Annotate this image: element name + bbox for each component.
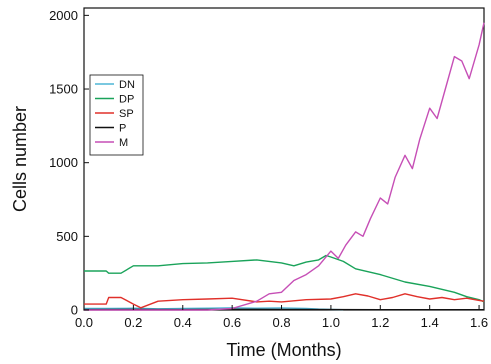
series-line-m [84,22,485,311]
y-tick-label: 500 [56,229,78,244]
plot-area-background [83,7,485,311]
x-axis: 0.0 0.2 0.4 0.6 0.8 1.0 1.2 1.4 1.6 [75,305,488,330]
x-tick-label: 1.2 [371,315,389,330]
series-layer [83,22,485,311]
y-axis: 0 500 1000 1500 2000 [49,8,89,318]
legend-box [89,74,144,156]
x-tick-label: 0.2 [124,315,142,330]
y-tick-label: 1500 [49,82,78,97]
plot-frame [83,7,485,311]
x-tick-label: 0.8 [272,315,290,330]
y-tick-label: 0 [71,303,78,318]
y-tick-label: 2000 [49,8,78,23]
legend-label-p: P [119,123,126,135]
legend-label-m: M [119,137,128,149]
legend: DN DP SP PM [89,74,144,156]
x-tick-label: 0.0 [75,315,93,330]
x-tick-label: 1.0 [322,315,340,330]
y-tick-label: 1000 [49,155,78,170]
y-axis-label: Cells number [10,106,30,212]
legend-label-sp: SP [119,108,134,120]
x-axis-label: Time (Months) [226,340,341,360]
series-line-sp [84,293,485,309]
legend-label-dp: DP [119,94,134,106]
x-tick-label: 0.4 [174,315,192,330]
series-line-dp [84,254,485,303]
x-tick-label: 1.4 [421,315,439,330]
legend-label-dn: DN [119,79,135,91]
x-tick-label: 0.6 [223,315,241,330]
x-tick-label: 1.6 [470,315,488,330]
